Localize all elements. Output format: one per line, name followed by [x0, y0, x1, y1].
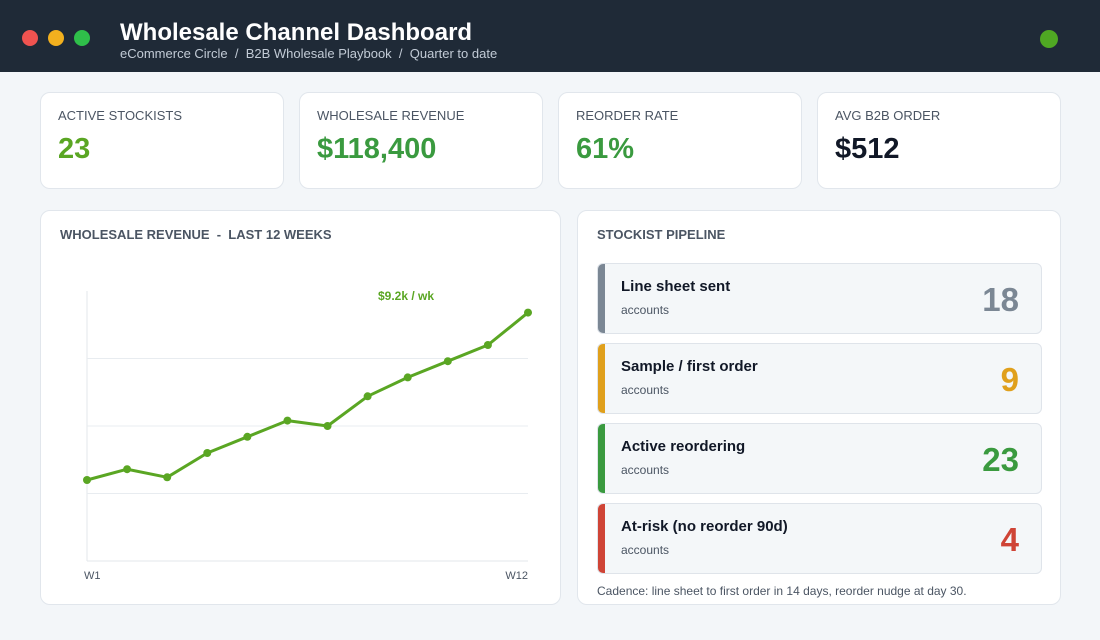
- point: [323, 422, 332, 430]
- window-minimize[interactable]: [48, 30, 64, 46]
- line: [86, 311, 529, 482]
- stage-count: 23: [982, 441, 1019, 478]
- point: [243, 432, 252, 441]
- pipeline-stage: Line sheet sent accounts 18: [597, 263, 1042, 334]
- x-tick-label: W1: [84, 570, 101, 582]
- x-tick-label: W12: [505, 570, 528, 582]
- point: [524, 308, 532, 317]
- kpi-label: ACTIVE STOCKISTS: [58, 108, 183, 123]
- status-dot: [1040, 30, 1058, 48]
- stage-label: At-risk (no reorder 90d): [621, 518, 788, 535]
- kpi-value: $512: [835, 133, 900, 165]
- kpi-label: AVG B2B ORDER: [835, 108, 941, 123]
- kpi-value: 61%: [576, 133, 635, 165]
- point: [483, 341, 492, 349]
- stage-count: 18: [982, 281, 1019, 318]
- chart-title: WHOLESALE REVENUE - LAST 12 WEEKS: [60, 227, 332, 242]
- pipeline-title: STOCKIST PIPELINE: [597, 227, 726, 242]
- point: [363, 392, 372, 401]
- point: [203, 449, 212, 457]
- stage-sub: accounts: [621, 463, 670, 477]
- kpi-label: REORDER RATE: [576, 108, 679, 123]
- pipeline-card: STOCKIST PIPELINE Cadence: line sheet to…: [577, 210, 1061, 605]
- stage-label: Active reordering: [621, 438, 746, 455]
- title: Wholesale Channel Dashboard: [120, 19, 473, 46]
- stage-sub: accounts: [621, 303, 670, 317]
- stage-count: 9: [1000, 361, 1019, 398]
- header: Wholesale Channel Dashboard eCommerce Ci…: [0, 0, 1100, 72]
- window-maximize[interactable]: [74, 30, 90, 46]
- kpi-value: 23: [58, 133, 91, 165]
- stage-bar: [598, 424, 605, 493]
- pipeline-stage: Sample / first order accounts 9: [597, 343, 1042, 414]
- point: [403, 373, 412, 382]
- chart: W1 W12 $9.2k / wk: [83, 289, 532, 582]
- kpi-card: AVG B2B ORDER $512: [817, 92, 1061, 189]
- crumb: Quarter to date: [409, 46, 498, 61]
- stage-bar: [598, 344, 605, 413]
- crumb[interactable]: B2B Wholesale Playbook: [245, 46, 392, 61]
- stage-count: 4: [1000, 521, 1019, 558]
- footnote: Cadence: line sheet to first order in 14…: [597, 584, 967, 598]
- stage-bar: [598, 264, 605, 333]
- pipeline-stage: Active reordering accounts 23: [597, 423, 1042, 494]
- point: [283, 416, 292, 425]
- window-close[interactable]: [22, 30, 38, 46]
- kpi-value: $118,400: [317, 133, 437, 165]
- stage-label: Line sheet sent: [621, 278, 731, 295]
- point: [163, 473, 172, 482]
- chart-card: WHOLESALE REVENUE - LAST 12 WEEKS W1 W12 $…: [40, 210, 561, 605]
- point: [123, 465, 132, 474]
- crumb[interactable]: eCommerce Circle: [120, 46, 228, 61]
- stage-label: Sample / first order: [621, 358, 758, 375]
- stage-sub: accounts: [621, 543, 670, 557]
- kpi-card: REORDER RATE 61%: [558, 92, 802, 189]
- stage-bar: [598, 504, 605, 573]
- stage-sub: accounts: [621, 383, 670, 397]
- pipeline-stage: At-risk (no reorder 90d) accounts 4: [597, 503, 1042, 574]
- point: [83, 476, 91, 484]
- point: [443, 357, 452, 366]
- kpi-card: WHOLESALE REVENUE $118,400: [299, 92, 543, 189]
- breadcrumb: eCommerce Circle / B2B Wholesale Playboo…: [120, 46, 498, 61]
- kpi-label: WHOLESALE REVENUE: [317, 108, 465, 123]
- annotation: $9.2k / wk: [378, 289, 434, 303]
- kpi-card: ACTIVE STOCKISTS 23: [40, 92, 284, 189]
